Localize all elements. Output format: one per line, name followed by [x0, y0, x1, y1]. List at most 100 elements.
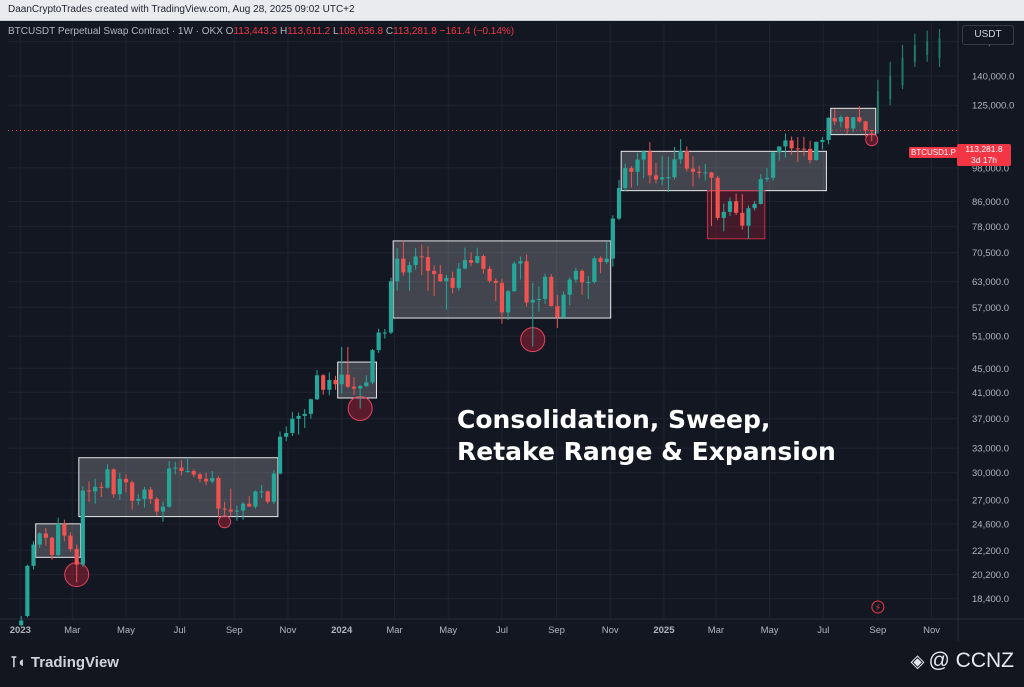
candle-body	[783, 140, 788, 147]
y-tick-label: 18,400.0	[972, 594, 1009, 605]
candle-body	[142, 489, 147, 499]
candle-body	[844, 117, 850, 129]
candle-body	[395, 258, 400, 282]
candle-body	[795, 148, 800, 150]
candle-body	[185, 471, 190, 473]
candle-body	[37, 533, 42, 545]
candle-body	[567, 279, 572, 295]
candle-body	[173, 467, 178, 469]
candle-body	[339, 374, 344, 385]
candle-body	[253, 491, 258, 507]
candle-body	[505, 291, 511, 313]
candle-body	[413, 256, 418, 266]
candle-body	[438, 274, 443, 282]
candle-body	[499, 282, 505, 313]
candle-body	[111, 469, 116, 495]
x-tick-label: 2023	[10, 625, 31, 636]
candle-body	[481, 255, 486, 269]
candlestick-chart[interactable]: 160,000.0140,000.0125,000.098,000.086,00…	[0, 21, 1024, 641]
candle-body	[697, 171, 702, 173]
candle-body	[204, 478, 209, 482]
candle-body	[536, 298, 542, 300]
candle-body	[703, 172, 708, 174]
candle-body	[641, 151, 646, 160]
candle-body	[616, 188, 622, 219]
candle-body	[863, 121, 868, 131]
y-tick-label: 78,000.0	[972, 222, 1009, 233]
candle-body	[666, 177, 671, 179]
tradingview-logo[interactable]: ⊺◖ TradingView	[10, 653, 119, 672]
y-tick-label: 86,000.0	[972, 197, 1009, 208]
candle-body	[148, 489, 153, 499]
candle-body	[690, 168, 696, 172]
x-tick-label: Mar	[708, 625, 724, 636]
candle-body	[191, 471, 196, 475]
candle-body	[530, 299, 535, 303]
y-tick-label: 125,000.0	[972, 101, 1014, 112]
candle-body	[493, 280, 498, 283]
candle-body	[308, 399, 313, 414]
range-box	[620, 150, 827, 192]
candle-body	[604, 258, 609, 262]
x-tick-label: Jul	[496, 625, 508, 636]
candle-body	[740, 212, 745, 226]
y-tick-label: 70,500.0	[972, 248, 1009, 259]
candle-body	[222, 508, 227, 510]
candle-body	[709, 172, 714, 178]
low-label: L	[333, 26, 339, 37]
projection-body	[901, 58, 904, 86]
candle-body	[56, 523, 61, 555]
lightning-icon: ⚡	[875, 604, 881, 614]
chart-annotation: Consolidation, Sweep, Retake Range & Exp…	[457, 404, 836, 468]
y-tick-label: 33,000.0	[972, 444, 1009, 455]
candle-body	[74, 549, 79, 565]
tradingview-logo-icon: ⊺◖	[10, 654, 26, 671]
candle-body	[31, 544, 36, 566]
candle-body	[382, 332, 387, 334]
candle-body	[598, 258, 603, 262]
candle-body	[302, 413, 307, 416]
x-tick-label: May	[761, 625, 779, 636]
candle-body	[271, 473, 276, 502]
candle-body	[653, 175, 659, 180]
watermark-bar: DaanCryptoTrades created with TradingVie…	[0, 0, 1024, 21]
footer: ⊺◖ TradingView ◈ @ CCNZ	[0, 641, 1024, 687]
candle-body	[351, 386, 357, 389]
y-tick-label: 51,000.0	[972, 332, 1009, 343]
currency-button[interactable]: USDT	[962, 25, 1014, 45]
candle-body	[512, 263, 517, 292]
x-tick-label: Sep	[548, 625, 565, 636]
price-tag-symbol: BTCUSD1.P	[909, 147, 958, 158]
candle-body	[684, 150, 689, 169]
y-tick-label: 37,000.0	[972, 414, 1009, 425]
candle-body	[734, 201, 739, 213]
x-tick-label: May	[117, 625, 135, 636]
y-tick-label: 57,000.0	[972, 303, 1009, 314]
candle-body	[610, 218, 615, 259]
watermark-text: DaanCryptoTrades created with TradingVie…	[8, 4, 355, 15]
candle-body	[672, 159, 677, 178]
candle-body	[869, 130, 874, 132]
event-icon	[871, 600, 885, 614]
candle-body	[259, 491, 264, 493]
candle-body	[838, 117, 844, 122]
candle-body	[296, 415, 301, 419]
candle-body	[549, 276, 554, 307]
candle-body	[758, 179, 763, 204]
candle-body	[771, 152, 776, 178]
high-value: 113,611.2	[287, 26, 331, 37]
open-label: O	[225, 26, 234, 37]
candle-body	[314, 375, 320, 400]
candle-body	[857, 117, 862, 122]
ccnz-watermark: ◈ @ CCNZ	[911, 649, 1014, 673]
candle-body	[358, 386, 363, 389]
annotation-line-1: Consolidation, Sweep,	[457, 405, 771, 434]
candle-body	[444, 278, 449, 282]
high-label: H	[279, 26, 288, 37]
close-label: C	[385, 26, 394, 37]
x-tick-label: Nov	[280, 625, 297, 636]
x-tick-label: Jul	[174, 625, 186, 636]
sweep-marker	[218, 515, 232, 529]
price-tag-countdown: 3d 17h	[971, 155, 997, 165]
y-tick-label: 22,200.0	[972, 546, 1009, 557]
